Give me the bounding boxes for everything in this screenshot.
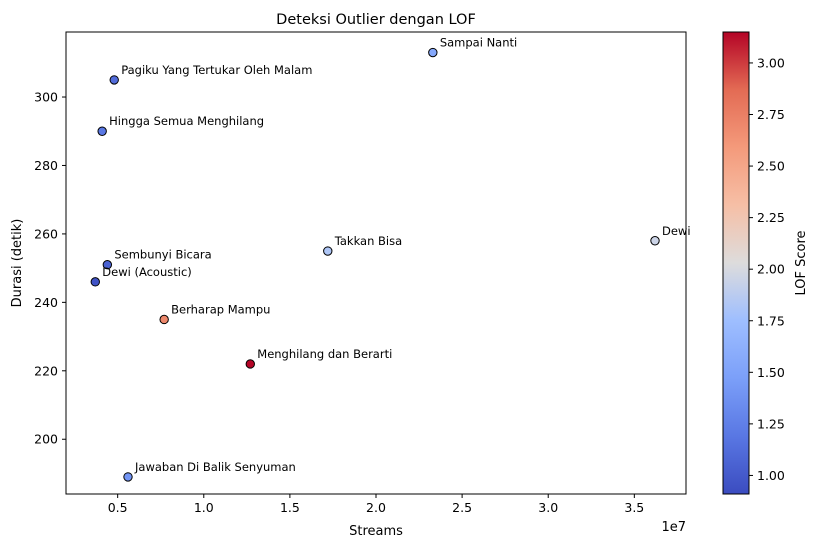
point-label: Pagiku Yang Tertukar Oleh Malam <box>121 63 312 77</box>
plot-frame <box>65 31 687 495</box>
colorbar-tick-label: 1.50 <box>757 365 785 380</box>
x-axis-label: Streams <box>349 524 403 539</box>
point-label: Takkan Bisa <box>334 234 402 248</box>
colorbar-tick-label: 1.75 <box>757 313 785 328</box>
colorbar-tick-label: 2.50 <box>757 159 785 174</box>
y-axis: 200 220 240 260 280 300 <box>34 90 66 447</box>
colorbar-tick-label: 2.25 <box>757 210 785 225</box>
scatter-points <box>90 47 660 482</box>
point-label: Menghilang dan Berarti <box>257 347 392 361</box>
x-tick-label: 1.0 <box>194 500 214 515</box>
x-tick-label: 3.5 <box>624 500 644 515</box>
colorbar-tick-label: 2.75 <box>757 107 785 122</box>
scatter-point <box>97 126 107 136</box>
x-tick-label: 0.5 <box>108 500 128 515</box>
y-tick-label: 260 <box>34 226 58 241</box>
colorbar-tick-label: 3.00 <box>757 55 785 70</box>
colorbar: 1.00 1.25 1.50 1.75 2.00 2.25 2.50 2.75 3.00 LOF… <box>722 31 809 495</box>
point-label: Jawaban Di Balik Senyuman <box>134 460 296 474</box>
y-tick-label: 300 <box>34 90 58 105</box>
scatter-point <box>159 314 169 325</box>
colorbar-gradient <box>722 31 750 495</box>
x-tick-label: 3.0 <box>538 500 558 515</box>
x-tick-label: 2.5 <box>452 500 472 515</box>
point-labels: Sampai Nanti Pagiku Yang Tertukar Oleh Ma… <box>102 36 690 474</box>
y-tick-label: 220 <box>34 363 58 378</box>
scatter-point <box>109 75 119 85</box>
scatter-point <box>323 246 333 256</box>
point-label: Sembunyi Bicara <box>114 248 211 262</box>
scatter-point <box>102 260 113 270</box>
y-axis-label: Durasi (detik) <box>10 219 25 308</box>
point-label: Berharap Mampu <box>171 302 270 316</box>
y-tick-label: 280 <box>34 158 58 173</box>
colorbar-tick-label: 1.25 <box>757 416 785 431</box>
colorbar-label: LOF Score <box>794 230 809 295</box>
x-tick-label: 2.0 <box>366 500 386 515</box>
plot-area <box>65 31 687 495</box>
colorbar-ticks: 1.00 1.25 1.50 1.75 2.00 2.25 2.50 2.75 3.00 <box>749 55 785 483</box>
point-label: Hingga Semua Menghilang <box>109 114 264 128</box>
scatter-point <box>650 236 660 246</box>
scatter-point <box>245 359 255 369</box>
y-tick-label: 200 <box>34 432 58 447</box>
point-label: Sampai Nanti <box>440 36 517 50</box>
scatter-point <box>90 277 100 287</box>
colorbar-tick-label: 2.00 <box>757 262 785 277</box>
scatter-point <box>123 472 133 482</box>
y-tick-label: 240 <box>34 295 58 310</box>
point-label: Dewi <box>662 224 691 238</box>
x-tick-label: 1.5 <box>280 500 300 515</box>
x-offset-label: 1e7 <box>661 520 686 535</box>
scatter-point <box>428 47 438 58</box>
chart-title: Deteksi Outlier dengan LOF <box>276 12 476 28</box>
x-axis: 0.5 1.0 1.5 2.0 2.5 3.0 3.5 <box>108 494 644 515</box>
point-label: Dewi (Acoustic) <box>102 265 191 279</box>
colorbar-tick-label: 1.00 <box>757 468 785 483</box>
